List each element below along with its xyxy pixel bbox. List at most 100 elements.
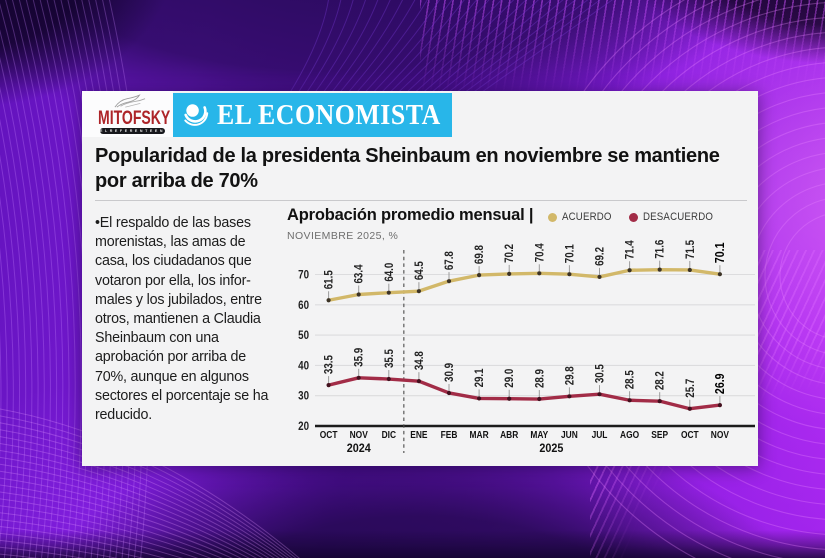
data-point-acuerdo — [537, 271, 542, 276]
value-label-acuerdo: 61.5 — [323, 270, 336, 289]
mitofsky-tagline: E L R E F E R E N T E E N E N C U E S T … — [100, 128, 165, 134]
x-tick-label: ABR — [500, 429, 518, 441]
data-point-desacuerdo — [627, 398, 632, 403]
value-label-desacuerdo: 35.5 — [383, 349, 396, 368]
mitofsky-wordmark: MITOFSKY — [98, 107, 171, 129]
data-point-desacuerdo — [446, 390, 452, 396]
summary-line: Sheinbaum con una — [95, 330, 219, 347]
value-label-acuerdo: 64.5 — [413, 261, 426, 280]
value-label-acuerdo: 64.0 — [383, 263, 396, 282]
data-point-acuerdo — [687, 267, 692, 273]
year-label: 2025 — [539, 443, 564, 456]
value-label-desacuerdo: 33.5 — [323, 355, 336, 374]
value-label-desacuerdo: 28.5 — [624, 370, 637, 389]
x-tick-label: SEP — [651, 429, 668, 441]
chart-legend: ACUERDO DESACUERDO — [548, 211, 723, 223]
x-tick-label: JUN — [561, 429, 578, 441]
data-point-acuerdo — [597, 274, 602, 280]
data-point-desacuerdo — [567, 394, 572, 399]
legend-dot-acuerdo — [548, 212, 557, 222]
data-point-acuerdo — [446, 279, 452, 284]
x-tick-label: FEB — [441, 429, 458, 441]
mitofsky-logo: MITOFSKY E L R E F E R E N T E E N E N C… — [82, 91, 173, 137]
value-label-desacuerdo: 28.9 — [534, 369, 547, 388]
y-tick-label: 60 — [298, 299, 309, 312]
data-point-acuerdo — [356, 292, 361, 297]
value-label-desacuerdo: 34.8 — [413, 351, 426, 370]
value-label-desacuerdo: 29.0 — [504, 369, 517, 388]
headline: Popularidad de la presidenta Sheinbaum e… — [95, 145, 720, 192]
value-label-desacuerdo: 29.8 — [564, 366, 577, 385]
el-economista-wordmark: EL ECONOMISTA — [217, 98, 441, 131]
chart-subtitle: NOVIEMBRE 2025, % — [287, 230, 399, 242]
value-label-acuerdo: 70.4 — [534, 243, 547, 262]
el-economista-globe-icon — [184, 104, 209, 126]
approval-line-chart: 20 30 40 50 60 70 OCT NOV DIC ENE FEB MAR ABR MAY JUN J… — [298, 240, 755, 456]
y-tick-label: 30 — [298, 390, 309, 403]
x-tick-label: NOV — [350, 429, 369, 441]
value-label-desacuerdo: 25.7 — [684, 379, 697, 398]
data-point-desacuerdo — [597, 392, 602, 397]
summary-line: reducido. — [95, 407, 153, 424]
legend-item-desacuerdo: DESACUERDO — [629, 211, 723, 223]
legend-label: DESACUERDO — [643, 211, 714, 223]
year-label: 2024 — [347, 443, 372, 456]
data-point-acuerdo — [717, 272, 723, 277]
value-label-acuerdo: 70.1 — [564, 244, 577, 263]
value-label-acuerdo: 63.4 — [353, 264, 366, 283]
data-point-desacuerdo — [657, 399, 662, 404]
x-tick-label: OCT — [681, 429, 699, 441]
summary-line: sectores el porcentaje se ha — [95, 387, 269, 404]
y-tick-label: 70 — [298, 269, 309, 282]
data-point-acuerdo — [416, 289, 421, 294]
value-label-acuerdo: 69.8 — [473, 245, 486, 264]
value-label-desacuerdo: 26.9 — [713, 373, 727, 394]
value-label-desacuerdo: 30.5 — [594, 364, 607, 383]
value-label-desacuerdo: 30.9 — [443, 363, 456, 382]
data-point-desacuerdo — [507, 396, 512, 401]
background-stripes-top-right — [420, 0, 825, 100]
summary-line: males y los jubilados, entre — [95, 291, 262, 308]
data-point-desacuerdo — [477, 396, 482, 401]
summary-line: morenistas, las amas de — [95, 234, 246, 251]
y-tick-label: 50 — [298, 329, 309, 342]
series-line-acuerdo — [326, 267, 722, 302]
legend-dot-desacuerdo — [629, 212, 639, 222]
value-label-acuerdo: 69.2 — [594, 247, 607, 266]
data-point-desacuerdo — [326, 382, 331, 388]
summary-line: casa, los ciudadanos que — [95, 253, 252, 270]
data-point-desacuerdo — [356, 375, 361, 380]
x-tick-label: MAR — [470, 429, 489, 441]
summary-line: aprobación por arriba de — [95, 349, 246, 366]
chart-title: Aprobación promedio mensual | — [287, 206, 534, 224]
value-label-acuerdo: 71.6 — [654, 240, 667, 259]
x-tick-label: DIC — [382, 429, 397, 441]
infographic-card: MITOFSKY E L R E F E R E N T E E N E N C… — [82, 91, 758, 466]
data-point-acuerdo — [507, 271, 512, 276]
legend-label: ACUERDO — [562, 211, 612, 223]
summary-line: votaron por ella, los infor- — [95, 272, 251, 289]
value-label-acuerdo: 70.2 — [504, 244, 517, 263]
data-point-desacuerdo — [717, 402, 723, 408]
legend-item-acuerdo: ACUERDO — [548, 211, 618, 223]
y-tick-label: 20 — [298, 420, 309, 433]
data-point-acuerdo — [477, 273, 482, 278]
summary-line: 70%, aunque en algunos — [95, 368, 249, 385]
y-tick-label: 40 — [298, 360, 309, 373]
value-label-acuerdo: 71.4 — [624, 240, 637, 259]
x-tick-label: NOV — [711, 429, 730, 441]
x-tick-label: AGO — [620, 429, 639, 441]
summary-paragraph: •El respaldo de las bases morenistas, las… — [95, 214, 290, 425]
data-point-acuerdo — [627, 268, 632, 273]
data-point-desacuerdo — [687, 406, 692, 411]
mitofsky-swirl-icon — [114, 94, 146, 108]
value-label-acuerdo: 71.5 — [684, 240, 697, 259]
x-tick-label: OCT — [320, 429, 338, 441]
background-fan-bottom-left — [0, 408, 300, 558]
data-point-acuerdo — [326, 298, 331, 303]
x-tick-label: JUL — [592, 429, 608, 441]
summary-line: otros, mantienen a Claudia — [95, 311, 261, 328]
headline-divider — [95, 200, 747, 201]
data-point-acuerdo — [567, 272, 572, 277]
data-point-desacuerdo — [416, 379, 421, 384]
